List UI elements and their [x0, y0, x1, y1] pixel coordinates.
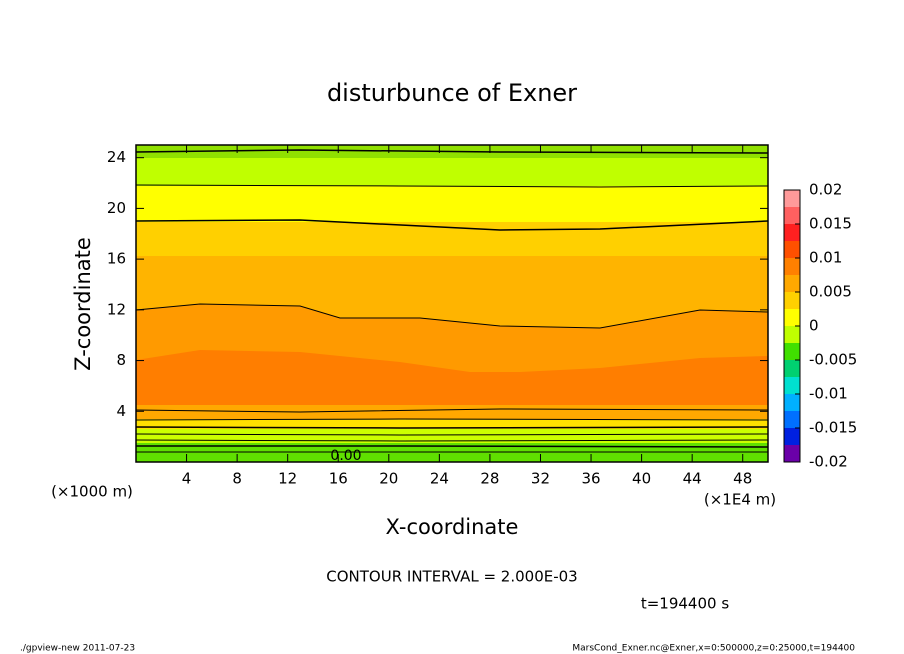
colorbar-swatch [784, 326, 800, 343]
colorbar-tick-label: -0.01 [809, 385, 848, 403]
chart-title: disturbunce of Exner [327, 79, 577, 107]
colorbar-tick-label: -0.005 [809, 351, 857, 369]
x-tick-label: 8 [232, 470, 242, 488]
colorbar-swatch [784, 394, 800, 411]
colorbar-swatch [784, 241, 800, 258]
field [136, 145, 768, 462]
y-tick-label: 8 [116, 351, 126, 369]
colorbar-tick-label: 0.015 [809, 215, 852, 233]
colorbar-swatch [784, 190, 800, 207]
field-band [136, 350, 768, 405]
colorbar-tick-label: 0.005 [809, 283, 852, 301]
footer-left: ./gpview-new 2011-07-23 [20, 644, 135, 654]
plot-frame [135, 144, 769, 463]
x-tick-label: 4 [182, 470, 192, 488]
x-tick-label: 16 [329, 470, 348, 488]
time-label: t=194400 s [641, 595, 729, 613]
colorbar-swatch [784, 445, 800, 462]
field-band [136, 419, 768, 429]
field-band [136, 429, 768, 443]
y-tick-label: 12 [107, 300, 126, 318]
x-tick-label: 20 [379, 470, 398, 488]
colorbar-swatch [784, 360, 800, 377]
colorbar-tick-label: -0.015 [809, 419, 857, 437]
colorbar-swatch [784, 377, 800, 394]
x-tick-label: 28 [480, 470, 499, 488]
x-tick-label: 40 [632, 470, 651, 488]
field-band [136, 186, 768, 222]
x-unit: (×1E4 m) [704, 491, 776, 509]
y-unit: (×1000 m) [51, 483, 133, 501]
y-tick-label: 20 [107, 199, 126, 217]
x-tick-label: 24 [430, 470, 449, 488]
y-tick-label: 4 [116, 402, 126, 420]
colorbar-tick-label: 0.01 [809, 249, 842, 267]
colorbar-tick-label: 0.02 [809, 181, 842, 199]
colorbar-swatch [784, 207, 800, 224]
colorbar-swatch [784, 292, 800, 309]
colorbar-swatch [784, 224, 800, 241]
colorbar-swatch [784, 275, 800, 292]
field-band [136, 405, 768, 419]
x-tick-label: 44 [683, 470, 702, 488]
colorbar-swatch [784, 343, 800, 360]
colorbar-tick-label: 0 [809, 317, 819, 335]
contour-lines [135, 149, 769, 453]
x-tick-label: 48 [733, 470, 752, 488]
field-band [136, 256, 768, 328]
y-tick-label: 16 [107, 250, 126, 268]
y-tick-label: 24 [107, 148, 126, 166]
x-tick-label: 36 [581, 470, 600, 488]
contour-label: 0.00 [330, 448, 361, 464]
field-band [136, 158, 768, 186]
colorbar-swatch [784, 411, 800, 428]
colorbar-swatch [784, 258, 800, 275]
colorbar-swatch [784, 428, 800, 445]
colorbar-swatch [784, 309, 800, 326]
x-axis-label: X-coordinate [386, 515, 519, 539]
colorbar-tick-label: -0.02 [809, 453, 848, 471]
x-tick-label: 32 [531, 470, 550, 488]
x-tick-label: 12 [278, 470, 297, 488]
contour-interval: CONTOUR INTERVAL = 2.000E-03 [326, 568, 577, 586]
y-axis-label: Z-coordinate [71, 237, 95, 371]
footer-right: MarsCond_Exner.nc@Exner,x=0:500000,z=0:2… [572, 644, 855, 654]
